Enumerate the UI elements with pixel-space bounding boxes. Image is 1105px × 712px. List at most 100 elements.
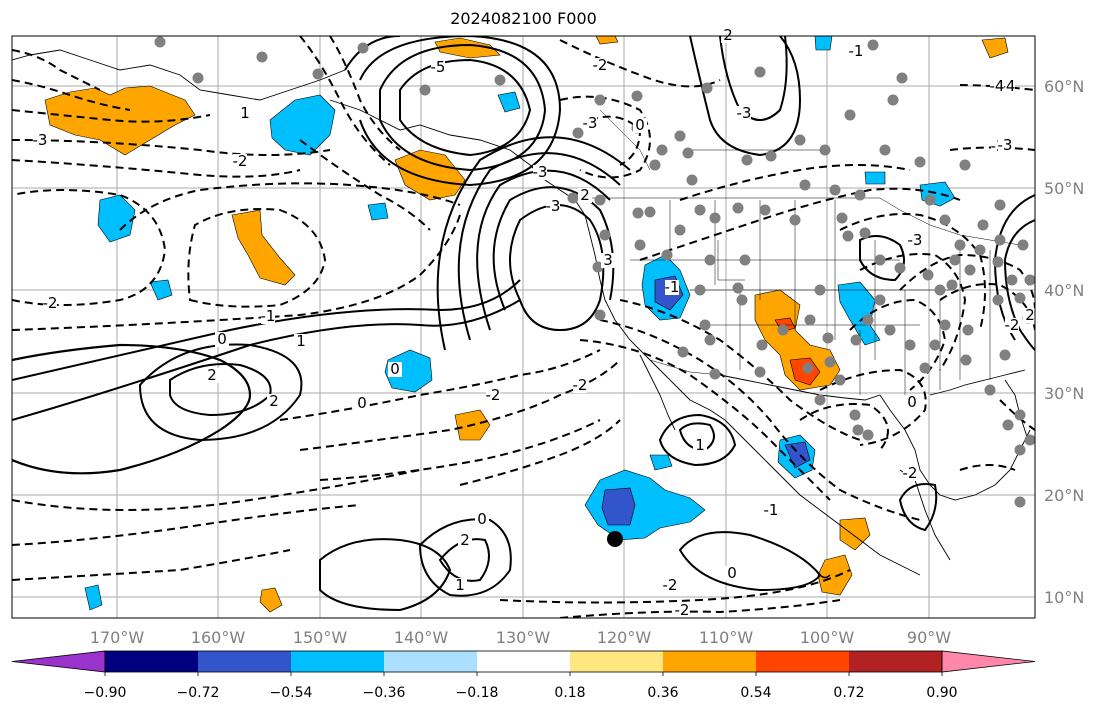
station-dot	[739, 254, 751, 266]
colorbar-segment	[663, 651, 757, 672]
contour-label-bg	[267, 394, 281, 409]
contour-label: 2	[723, 26, 733, 44]
longitude-labels: 170°W 160°W 150°W 140°W 130°W 120°W 110°W 100°W…	[90, 628, 951, 647]
station-dot	[822, 332, 834, 344]
station-dot	[862, 429, 874, 441]
contour-label: 2	[207, 366, 217, 384]
station-dot	[694, 204, 706, 216]
station-dot	[154, 36, 166, 48]
contour-label-bg	[453, 578, 467, 593]
storm-center-marker	[607, 531, 623, 547]
longitude-label: 140°W	[394, 628, 449, 647]
contour-label-bg	[261, 309, 275, 324]
station-dot	[867, 39, 879, 51]
station-dot	[644, 206, 656, 218]
station-dot	[994, 234, 1006, 246]
station-dot	[924, 194, 936, 206]
cyan-area	[149, 279, 173, 301]
contour-label: -2	[593, 56, 608, 74]
station-dot	[794, 134, 806, 146]
station-dot	[661, 249, 673, 261]
contour-label-bg	[205, 368, 219, 383]
blue-area	[601, 487, 636, 526]
station-dot	[962, 324, 974, 336]
coastlines	[12, 49, 1031, 576]
contour-label-bg	[533, 165, 547, 180]
cyan-area	[497, 91, 521, 113]
station-dot	[256, 51, 268, 63]
station-dot	[992, 294, 1004, 306]
station-dot	[814, 394, 826, 406]
station-dot	[709, 368, 721, 380]
colorbar-tick-label: 0.72	[833, 685, 864, 701]
orange-area	[817, 554, 853, 596]
contour-label-bg	[388, 362, 402, 377]
contour-label: -1	[665, 278, 680, 296]
latitude-label: 30°N	[1044, 384, 1084, 403]
colorbar-tick-label: −0.36	[363, 685, 406, 701]
contour-label-bg	[294, 334, 308, 349]
contour-label-bg	[665, 280, 679, 295]
colorbar-segment	[105, 651, 199, 672]
contour-label: 2	[269, 392, 279, 410]
station-dot	[994, 199, 1006, 211]
station-dot	[694, 284, 706, 296]
orange-area	[394, 149, 466, 201]
contour-label-bg	[43, 296, 57, 311]
contour-label: 1	[455, 576, 465, 594]
contour-label: 0	[907, 393, 917, 411]
contour-label: 1	[240, 104, 250, 122]
station-dot	[946, 279, 958, 291]
station-dot	[699, 319, 711, 331]
colorbar-tick-label: −0.72	[177, 685, 220, 701]
station-dot	[894, 262, 906, 274]
station-dot	[754, 366, 766, 378]
station-dot	[572, 127, 584, 139]
contour-label-bg	[764, 503, 778, 518]
latitude-label: 20°N	[1044, 486, 1084, 505]
colorbar-tick-label: −0.54	[270, 685, 313, 701]
colorbar-segment	[384, 651, 478, 672]
contour-label: 0	[635, 116, 645, 134]
station-dot	[312, 68, 324, 80]
station-dot	[732, 282, 744, 294]
station-dot	[592, 261, 604, 273]
orange-area	[981, 37, 1009, 59]
station-dot	[1014, 444, 1026, 456]
station-dot	[960, 354, 972, 366]
contour-label: -5	[431, 58, 446, 76]
station-dot	[634, 239, 646, 251]
station-dot	[874, 294, 886, 306]
colorbar-segment	[570, 651, 664, 672]
station-dot	[732, 202, 744, 214]
contour-label-bg	[33, 133, 47, 148]
contour-label: 0	[390, 360, 400, 378]
station-dot	[974, 244, 986, 256]
contour-label-bg	[573, 378, 587, 393]
station-dot	[862, 314, 874, 326]
contour-label: -4	[1001, 77, 1016, 95]
latitude-label: 60°N	[1044, 77, 1084, 96]
contour-label: -3	[33, 131, 48, 149]
colorbar-tick-label: 0.54	[740, 685, 771, 701]
contour-label: 0	[217, 330, 227, 348]
station-dot	[631, 90, 643, 102]
station-dot	[656, 144, 668, 156]
longitude-label: 100°W	[800, 628, 855, 647]
station-dot	[959, 159, 971, 171]
contours-dashed	[12, 36, 1035, 618]
station-dot	[674, 130, 686, 142]
contour-label-bg	[737, 106, 751, 121]
station-dot	[736, 294, 748, 306]
contour-label: 0	[357, 394, 367, 412]
contour-label-bg	[583, 116, 597, 131]
station-dot	[844, 109, 856, 121]
contour-label: -4	[990, 77, 1005, 95]
station-dot	[934, 284, 946, 296]
contour-label-bg	[431, 60, 445, 75]
contour-label: 3	[603, 251, 613, 269]
station-dot	[754, 66, 766, 78]
contour-label-bg	[355, 396, 369, 411]
contour-label: -2	[486, 386, 501, 404]
